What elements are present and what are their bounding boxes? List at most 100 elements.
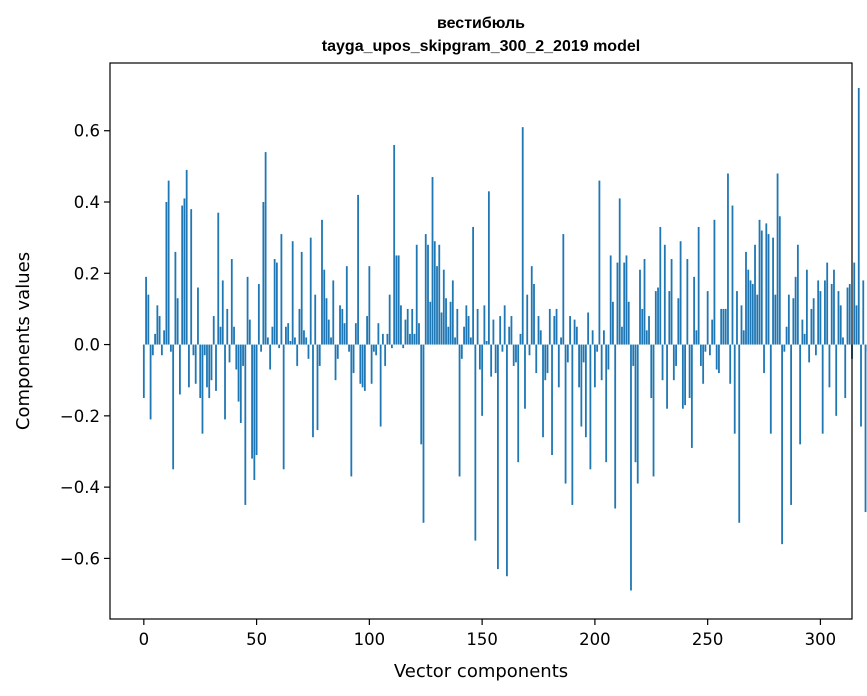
bar-component-277 xyxy=(767,234,770,345)
bar-component-318 xyxy=(860,344,862,427)
bar-component-54 xyxy=(264,152,267,345)
bar-component-278 xyxy=(769,344,772,434)
bar-component-319 xyxy=(862,280,865,345)
bar-component-252 xyxy=(711,319,714,345)
bar-component-127 xyxy=(429,301,432,345)
bar-component-253 xyxy=(713,219,716,345)
bar-component-320 xyxy=(864,344,867,513)
bar-component-292 xyxy=(801,319,804,345)
bar-component-246 xyxy=(697,226,700,345)
bar-component-303 xyxy=(826,262,829,345)
bar-component-190 xyxy=(571,344,574,505)
bar-component-86 xyxy=(336,344,339,359)
bar-component-105 xyxy=(379,344,382,427)
bar-component-87 xyxy=(339,305,341,345)
bar-component-229 xyxy=(659,226,662,345)
bar-component-196 xyxy=(584,344,587,438)
bar-component-232 xyxy=(666,344,668,409)
bar-component-210 xyxy=(616,262,619,345)
bar-component-122 xyxy=(418,323,420,345)
bar-component-225 xyxy=(650,344,653,399)
y-tick-label: 0.4 xyxy=(74,193,100,212)
bar-component-42 xyxy=(237,344,240,402)
y-tick-label: 0.2 xyxy=(74,264,100,283)
bar-component-271 xyxy=(754,244,756,345)
bar-component-302 xyxy=(824,280,826,345)
bar-component-46 xyxy=(246,276,249,345)
y-tick-label: −0.2 xyxy=(60,407,100,426)
bar-component-39 xyxy=(230,259,233,345)
bar-component-300 xyxy=(819,291,822,345)
bar-component-159 xyxy=(501,344,504,352)
bar-component-44 xyxy=(242,344,244,366)
bar-component-103 xyxy=(375,344,378,356)
bar-component-150 xyxy=(481,344,484,416)
chart-title: вестибюль xyxy=(437,15,525,32)
bar-component-227 xyxy=(654,291,657,345)
bar-component-26 xyxy=(201,344,204,434)
bar-component-61 xyxy=(280,234,283,345)
bar-component-168 xyxy=(521,127,524,345)
bar-component-207 xyxy=(609,255,612,345)
bar-component-180 xyxy=(548,308,551,345)
bar-component-181 xyxy=(551,344,553,456)
bar-component-147 xyxy=(474,344,477,541)
bar-component-95 xyxy=(357,194,359,345)
bar-component-219 xyxy=(636,344,639,484)
bar-component-94 xyxy=(354,323,357,345)
bar-component-200 xyxy=(593,344,596,388)
bar-component-113 xyxy=(397,255,400,345)
bar-component-2 xyxy=(147,294,150,345)
x-tick-label: 150 xyxy=(466,630,498,649)
bar-component-5 xyxy=(154,333,156,345)
bar-component-151 xyxy=(483,305,486,345)
bar-component-236 xyxy=(675,344,677,366)
bar-component-110 xyxy=(391,344,393,349)
bar-component-115 xyxy=(402,344,405,349)
bar-component-24 xyxy=(197,287,199,345)
bar-component-166 xyxy=(517,344,520,463)
bar-component-96 xyxy=(359,344,362,384)
bar-component-269 xyxy=(749,280,752,345)
bar-component-68 xyxy=(296,344,299,366)
bar-component-146 xyxy=(472,226,474,345)
bar-component-204 xyxy=(603,330,605,345)
bar-component-58 xyxy=(273,259,276,345)
bar-component-20 xyxy=(188,344,190,388)
bar-component-69 xyxy=(298,308,301,345)
bar-component-6 xyxy=(156,305,159,345)
bar-component-220 xyxy=(639,269,641,345)
bar-component-140 xyxy=(458,344,461,477)
bar-component-29 xyxy=(208,344,211,399)
bar-component-137 xyxy=(451,280,454,345)
bar-component-230 xyxy=(661,344,664,381)
bar-component-215 xyxy=(627,301,630,345)
bar-component-3 xyxy=(149,344,152,420)
bar-component-139 xyxy=(456,308,459,345)
bar-component-263 xyxy=(736,291,738,345)
bar-component-224 xyxy=(648,316,650,345)
bar-component-74 xyxy=(309,237,312,345)
bar-component-7 xyxy=(158,316,161,345)
bar-component-283 xyxy=(781,344,783,545)
bar-component-71 xyxy=(303,330,305,345)
bar-component-280 xyxy=(774,294,777,345)
bar-component-268 xyxy=(747,269,750,345)
bar-component-257 xyxy=(722,308,725,345)
bar-component-226 xyxy=(652,344,655,477)
bar-component-306 xyxy=(833,269,835,345)
bar-component-169 xyxy=(524,344,526,409)
bar-component-222 xyxy=(643,259,646,345)
x-tick-label: 200 xyxy=(579,630,611,649)
bar-component-53 xyxy=(262,202,265,345)
x-axis-label: Vector components xyxy=(394,661,568,682)
bar-component-211 xyxy=(618,198,621,345)
bar-component-256 xyxy=(720,308,723,345)
bar-component-73 xyxy=(307,344,310,359)
bar-component-80 xyxy=(323,269,326,345)
bar-component-290 xyxy=(796,244,799,345)
bar-component-173 xyxy=(533,283,535,345)
bar-component-297 xyxy=(812,298,815,345)
bar-component-153 xyxy=(487,191,490,345)
bar-component-301 xyxy=(821,344,824,434)
